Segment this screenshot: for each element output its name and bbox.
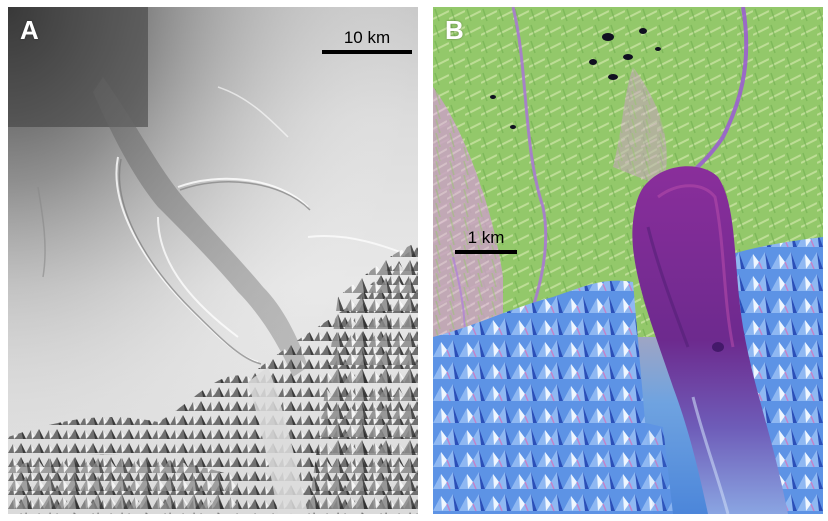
scale-bar-line [322, 50, 412, 54]
scale-bar-1km: 1 km [455, 229, 517, 254]
shaded-relief-terrain [8, 7, 418, 514]
scale-bar-10km: 10 km [322, 29, 412, 54]
panel-b-false-color-satellite-image: B 1 km [433, 7, 823, 514]
scale-bar-label: 10 km [343, 28, 391, 47]
panel-label-b: B [445, 15, 464, 45]
panel-label-a: A [20, 15, 39, 45]
scale-bar-line [455, 250, 517, 254]
false-color-terrain [433, 7, 823, 514]
panel-a-shaded-relief-image: A 10 km [8, 7, 418, 514]
scale-bar-label: 1 km [467, 228, 505, 247]
